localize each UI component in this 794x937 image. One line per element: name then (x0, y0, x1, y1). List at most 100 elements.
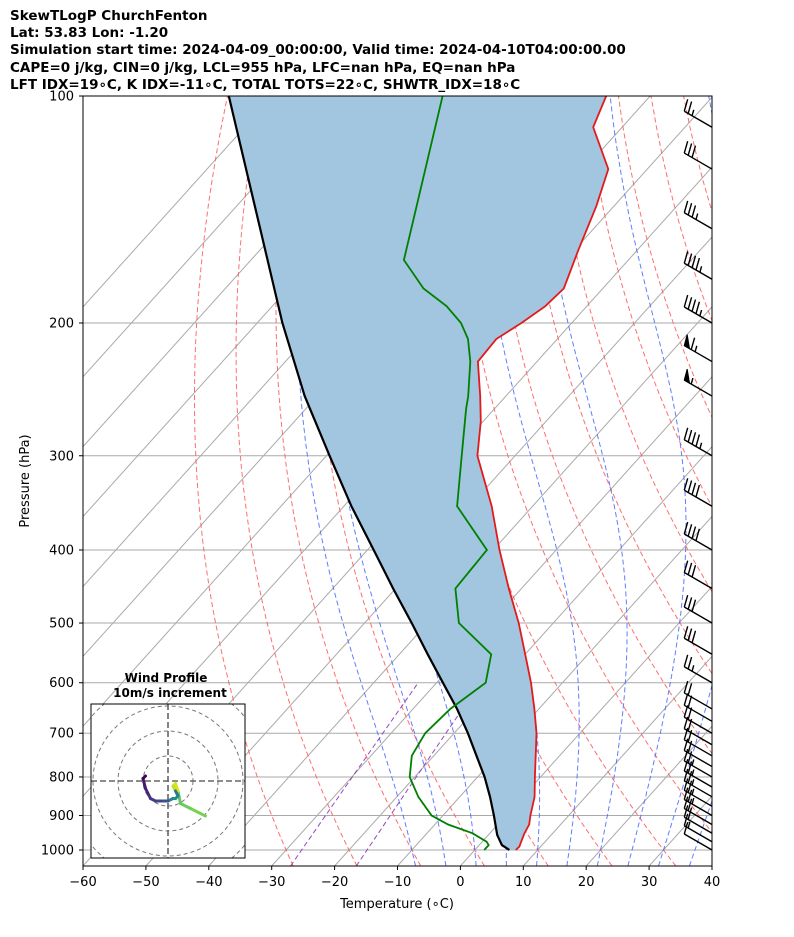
isotherm-line (585, 725, 712, 866)
wind-barb-shaft (683, 110, 713, 128)
wind-barb (683, 805, 713, 834)
mixing-ratio-line (290, 682, 419, 866)
hodograph-segment (189, 807, 207, 818)
wind-barb-flag (687, 807, 693, 820)
wind-barb-flag (683, 521, 689, 535)
wind-barb-flag (683, 680, 689, 694)
moist-adiabat-line (296, 96, 416, 866)
isotherm-line (271, 376, 712, 866)
hodograph-frame (90, 703, 246, 859)
parcel-area-fill (228, 96, 609, 850)
isotherm-line (522, 655, 712, 866)
wind-barb-half-flag (694, 345, 698, 352)
y-tick-label: 700 (49, 727, 74, 742)
wind-barb-flag (683, 768, 689, 781)
wind-barb-flag (691, 482, 697, 495)
wind-barbs (683, 99, 713, 851)
y-tick-label: 1000 (41, 844, 74, 859)
wind-barb-flag (683, 560, 689, 573)
wind-barb (683, 748, 713, 778)
wind-barb-shaft (683, 739, 713, 757)
wind-barb-half-flag (691, 788, 695, 795)
wind-barb (683, 521, 713, 551)
wind-barb-shaft (683, 489, 713, 507)
wind-barb-shaft (683, 152, 713, 170)
dry-adiabat-line (520, 96, 712, 675)
hodograph-subtitle: 10m/s increment (113, 686, 227, 700)
wind-barb (683, 796, 713, 826)
wind-barb-flag (687, 798, 693, 811)
x-tick-label: −40 (195, 875, 222, 890)
isotherm-line (208, 306, 712, 866)
wind-barb-flag (691, 205, 697, 218)
wind-barb-flag (695, 257, 701, 271)
wind-barb (683, 99, 713, 128)
wind-barb-shaft (683, 816, 713, 834)
wind-barb (683, 680, 713, 710)
x-tick-label: −50 (132, 875, 159, 890)
wind-barb-flag (683, 654, 689, 667)
wind-barb-flag (683, 251, 689, 264)
wind-barb-flag (683, 821, 689, 835)
wind-barb-flag (691, 599, 697, 612)
x-tick-label: 30 (641, 875, 658, 890)
moist-adiabat-line (720, 96, 794, 866)
isotherm-line (460, 585, 712, 866)
wind-barb-half-flag (691, 769, 695, 776)
dry-adiabat-line (749, 96, 794, 866)
wind-barb (683, 478, 713, 507)
wind-barb-flag (683, 427, 689, 440)
wind-barb-flag (683, 748, 689, 762)
x-tick-label: 10 (515, 875, 532, 890)
x-tick-label: −20 (321, 875, 348, 890)
wind-barb (683, 368, 713, 397)
y-tick-label: 300 (49, 449, 74, 464)
wind-barb-flag (687, 761, 693, 774)
wind-barb-flag (683, 478, 689, 491)
convective-indices: CAPE=0 j/kg, CIN=0 j/kg, LCL=955 hPa, LF… (10, 59, 516, 76)
wind-barb-flag (683, 796, 689, 809)
wind-barb-half-flag (699, 309, 703, 317)
moist-adiabat-line (688, 799, 712, 866)
wind-barb-flag (695, 484, 701, 498)
wind-barb-half-flag (695, 213, 699, 220)
wind-barb (683, 758, 713, 788)
wind-barb-flag (687, 597, 693, 610)
hodograph-segment (141, 777, 147, 790)
wind-barb-flag (683, 778, 689, 791)
wind-barb-flag (683, 738, 689, 751)
wind-barb-flag (687, 789, 693, 802)
wind-barb-flag (691, 145, 697, 158)
wind-barb (683, 294, 713, 324)
moist-adiabat-line (535, 96, 628, 866)
hodograph-segment (179, 802, 192, 810)
hodograph-segment (141, 774, 147, 780)
wind-barb-shaft (683, 798, 713, 817)
wind-barb-half-flag (690, 377, 694, 385)
wind-barb-shaft (683, 716, 713, 734)
wind-barb-shaft (683, 807, 713, 826)
wind-barb-shaft (683, 825, 713, 843)
isotherm-line (711, 865, 712, 866)
wind-barb-flag (683, 693, 689, 706)
x-tick-label: −30 (258, 875, 285, 890)
wind-barb (683, 821, 713, 851)
wind-barb (683, 427, 713, 457)
wind-barb-shaft (683, 770, 713, 788)
wind-barb-shaft (683, 571, 713, 590)
wind-barb-flag (683, 787, 689, 800)
x-tick-label: 40 (704, 875, 721, 890)
wind-barb-flag (687, 297, 693, 310)
wind-barb-flag (691, 564, 697, 578)
wind-barb-flag (683, 813, 689, 826)
y-tick-label: 800 (49, 770, 74, 785)
wind-barb-half-flag (691, 779, 695, 786)
dry-adiabat-line (716, 96, 794, 866)
x-axis-label: Temperature (∘C) (339, 897, 454, 912)
y-tick-label: 400 (49, 543, 74, 558)
wind-barb-flag (691, 630, 697, 643)
chart-header: SkewTLogP ChurchFenton Lat: 53.83 Lon: -… (10, 8, 626, 94)
wind-barb-half-flag (699, 442, 703, 449)
wind-barb-flag (687, 143, 693, 156)
dry-adiabat-line (194, 96, 294, 866)
